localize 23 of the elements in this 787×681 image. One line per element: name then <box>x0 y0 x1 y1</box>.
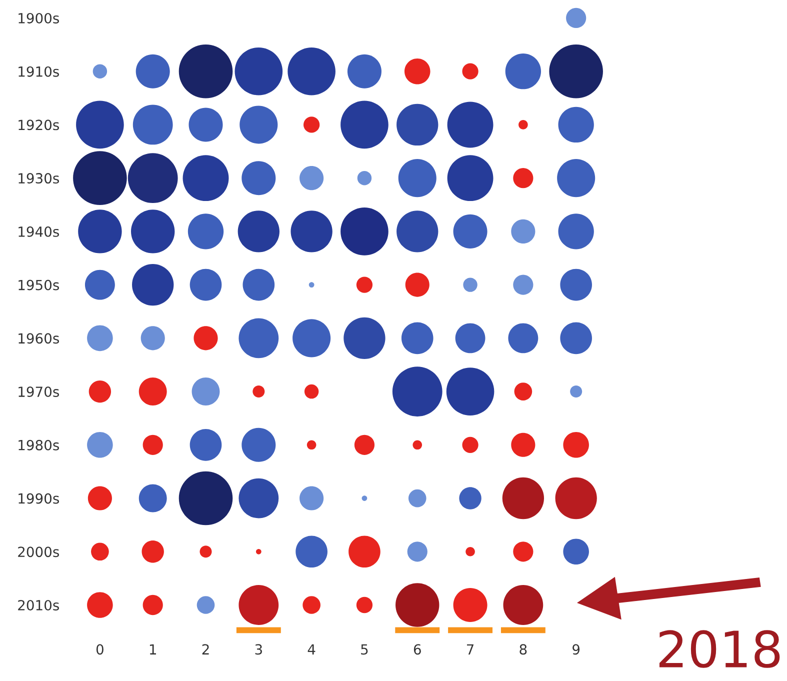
x-tick-label: 3 <box>255 644 262 655</box>
y-tick-label: 1970s <box>18 386 59 398</box>
x-tick-label: 0 <box>96 644 104 655</box>
y-tick-label: 1920s <box>18 120 59 130</box>
text: 2018 <box>659 630 780 668</box>
y-tick-label: 1910s <box>18 66 59 77</box>
x-tick-label: 2 <box>202 644 209 654</box>
y-tick-label: 1990s <box>18 493 59 504</box>
x-tick-label: 4 <box>308 644 316 654</box>
x-tick-label: 5 <box>361 644 368 655</box>
y-tick-label: 1960s <box>18 333 59 344</box>
y-tick-label: 2000s <box>18 546 59 558</box>
y-tick-label: 1980s <box>18 440 59 450</box>
x-tick-label: 8 <box>520 644 527 655</box>
x-tick-label: 1 <box>150 644 156 654</box>
x-tick-label: 6 <box>414 644 421 655</box>
y-tick-label: 1940s <box>18 226 59 237</box>
y-tick-label: 2010s <box>18 600 59 610</box>
y-tick-label: 1950s <box>18 280 59 290</box>
x-tick-label: 7 <box>466 644 474 654</box>
y-tick-label: 1930s <box>18 173 59 184</box>
x-tick-label: 9 <box>572 644 580 655</box>
y-tick-label: 1900s <box>18 12 59 24</box>
